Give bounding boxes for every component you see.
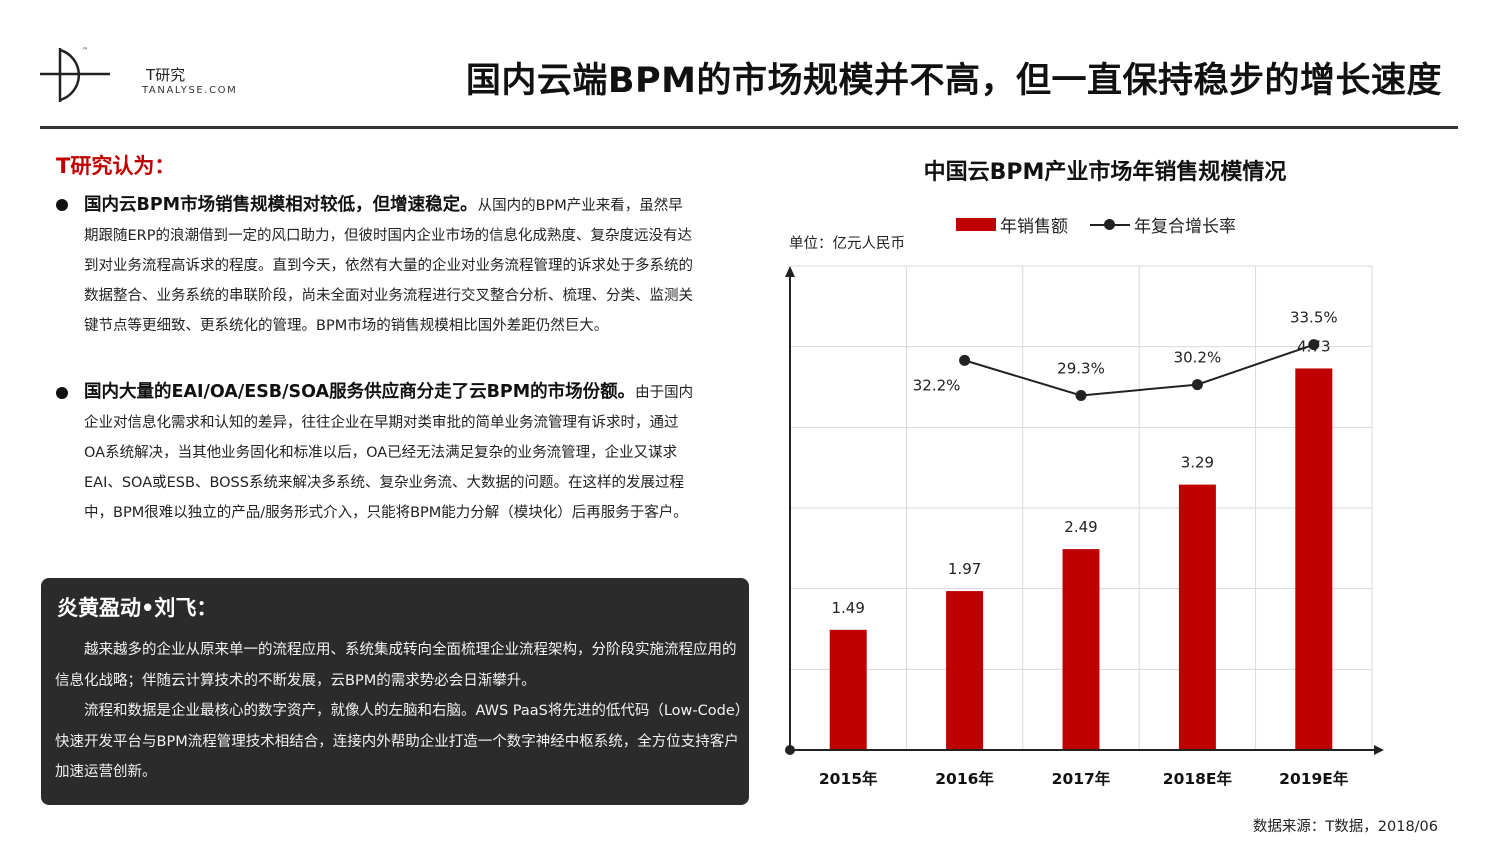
x-tick-label: 2017年	[1052, 769, 1111, 788]
data-source: 数据来源：T数据，2018/06	[1252, 819, 1438, 835]
growth-point	[1308, 339, 1320, 351]
growth-line	[964, 343, 1315, 397]
bar-1	[829, 629, 867, 750]
legend-bar-swatch-icon	[956, 218, 996, 231]
quote-box: 炎黄盈动•刘飞： 越来越多的企业从原来单一的流程应用、系统集成转向全面梳理企业流…	[41, 578, 749, 805]
page-title: 国内云端BPM的市场规模并不高，但一直保持稳步的增长速度	[465, 61, 1442, 101]
bullet-dot-icon	[56, 199, 68, 211]
legend-line-label: 年复合增长率	[1134, 217, 1236, 237]
logo-tm: ™	[82, 47, 88, 54]
bar-3	[1062, 549, 1100, 750]
chart-svg: 1.492015年1.972016年2.492017年3.292018E年4.7…	[785, 265, 1384, 788]
bar-value-label: 1.49	[831, 599, 864, 617]
opinion-point-1: 国内云BPM市场销售规模相对较低，但增速稳定。从国内的BPM产业来看，虽然早期跟…	[84, 190, 694, 341]
legend-line-swatch-icon	[1090, 218, 1130, 231]
chart-unit-label: 单位：亿元人民币	[789, 236, 905, 252]
x-tick-label: 2016年	[935, 769, 994, 788]
quote-paragraph-2: 流程和数据是企业最核心的数字资产，就像人的左脑和右脑。AWS PaaS将先进的低…	[55, 703, 742, 780]
quote-body: 越来越多的企业从原来单一的流程应用、系统集成转向全面梳理企业流程架构，分阶段实施…	[55, 635, 745, 788]
y-axis-arrow-icon	[785, 266, 795, 277]
bar-value-label: 1.97	[948, 560, 981, 578]
growth-value-label: 30.2%	[1174, 349, 1222, 367]
chart-legend: 年销售额 年复合增长率	[956, 212, 1236, 237]
opinion-point-1-text: 从国内的BPM产业来看，虽然早期跟随ERP的浪潮借到一定的风口助力，但彼时国内企…	[84, 198, 693, 334]
growth-point	[1191, 379, 1203, 391]
quote-paragraph-1: 越来越多的企业从原来单一的流程应用、系统集成转向全面梳理企业流程架构，分阶段实施…	[55, 642, 737, 689]
bar-4	[1178, 484, 1216, 750]
growth-value-label: 32.2%	[913, 376, 961, 394]
chart-title: 中国云BPM产业市场年销售规模情况	[923, 160, 1287, 185]
x-tick-label: 2015年	[819, 769, 878, 788]
growth-point	[959, 354, 971, 366]
opinion-point-2: 国内大量的EAI/OA/ESB/SOA服务供应商分走了云BPM的市场份额。由于国…	[84, 377, 694, 528]
logo-text-cn: T研究	[146, 66, 186, 84]
bar-value-label: 3.29	[1181, 454, 1214, 472]
bar-2	[946, 591, 984, 750]
logo-text-en: TANALYSE.COM	[142, 85, 238, 96]
bar-5	[1295, 368, 1333, 750]
quote-title: 炎黄盈动•刘飞：	[57, 596, 218, 620]
x-tick-label: 2018E年	[1163, 769, 1233, 788]
logo-mark-icon: ™	[40, 47, 110, 102]
x-tick-label: 2019E年	[1279, 769, 1349, 788]
growth-value-label: 33.5%	[1290, 309, 1338, 327]
opinion-point-2-text: 由于国内企业对信息化需求和认知的差异，往往企业在早期对类审批的简单业务流管理有诉…	[84, 385, 694, 521]
bullet-dot-icon	[56, 387, 68, 399]
header-divider	[40, 126, 1458, 129]
opinion-point-1-lead: 国内云BPM市场销售规模相对较低，但增速稳定。	[84, 195, 478, 215]
axis-origin-dot	[785, 745, 795, 755]
bar-value-label: 2.49	[1064, 518, 1097, 536]
logo: ™ T研究 TANALYSE.COM	[40, 44, 236, 106]
legend-bar-label: 年销售额	[1000, 217, 1068, 237]
growth-value-label: 29.3%	[1057, 359, 1105, 377]
opinion-point-2-lead: 国内大量的EAI/OA/ESB/SOA服务供应商分走了云BPM的市场份额。	[84, 382, 636, 402]
opinion-heading: T研究认为：	[56, 154, 176, 178]
x-axis-arrow-icon	[1374, 745, 1384, 755]
growth-point	[1075, 389, 1087, 401]
